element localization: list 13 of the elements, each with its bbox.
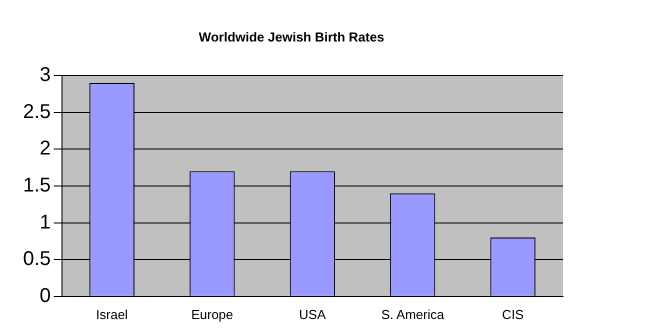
x-tick-label: USA [299,306,326,322]
y-tick-label: 3 [40,64,51,86]
x-tick-label: Israel [96,306,128,322]
chart-title: Worldwide Jewish Birth Rates [198,29,384,44]
x-tick-label: CIS [502,306,524,322]
y-tick-label: 0.5 [22,248,51,270]
y-tick-label: 1 [40,211,51,234]
x-tick-label: Europe [191,306,234,322]
y-tick-label: 0 [40,284,51,307]
y-tick-label: 2.5 [22,100,51,123]
x-tick-label: S. America [381,306,445,322]
y-tick-label: 1.5 [22,174,51,197]
y-tick-label: 2 [40,138,51,160]
